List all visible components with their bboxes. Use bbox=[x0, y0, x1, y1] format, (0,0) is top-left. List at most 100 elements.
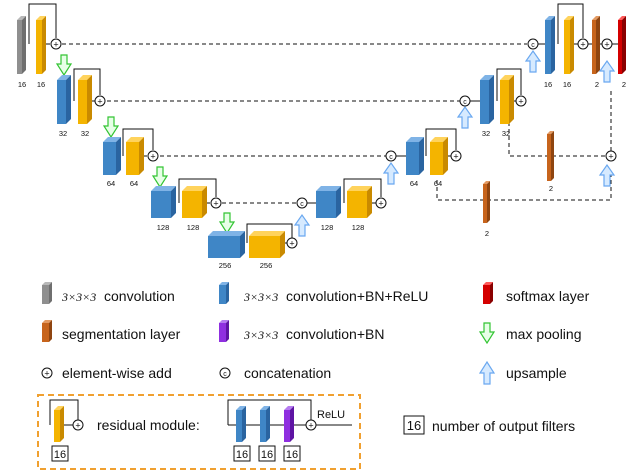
filter-label: 64 bbox=[410, 179, 418, 188]
filter-label: 128 bbox=[352, 223, 365, 232]
filter-count-value: 16 bbox=[286, 449, 298, 461]
filter-label: 16 bbox=[544, 80, 552, 89]
add-op-icon: + bbox=[515, 95, 527, 107]
maxpool-arrow-icon bbox=[218, 212, 236, 235]
concat-op-icon: c bbox=[219, 367, 231, 379]
filter-label: 32 bbox=[482, 129, 490, 138]
upsample-arrow-icon bbox=[456, 105, 474, 129]
filter-label: 16 bbox=[563, 80, 571, 89]
add-op-icon: + bbox=[305, 419, 317, 431]
svg-text:+: + bbox=[289, 239, 294, 249]
decoder-level-1: c + + 16 16 2 2 bbox=[527, 3, 626, 89]
legend-concat: c concatenation bbox=[219, 365, 331, 381]
decoder-level-4: c + 128 128 bbox=[296, 178, 387, 232]
add-op-icon: + bbox=[577, 38, 589, 50]
legend: 3×3×3 convolution 3×3×3 convolution+BN+R… bbox=[37, 282, 590, 470]
blue-conv-block bbox=[103, 137, 121, 175]
skip-connections bbox=[62, 43, 612, 204]
yellow-conv-block bbox=[347, 186, 372, 218]
svg-text:+: + bbox=[580, 40, 585, 50]
filter-count-box bbox=[403, 415, 425, 435]
deep-sup-path-low bbox=[436, 172, 612, 201]
legend-purple-conv: 3×3×3 convolution+BN bbox=[219, 320, 384, 342]
add-op-icon: + bbox=[94, 95, 106, 107]
svg-text:c: c bbox=[223, 371, 227, 378]
svg-text:c: c bbox=[300, 201, 304, 208]
legend-text: convolution bbox=[104, 288, 175, 304]
filter-count-box bbox=[283, 445, 301, 462]
legend-text: convolution+BN+ReLU bbox=[286, 288, 428, 304]
maxpool-arrow-icon bbox=[102, 116, 120, 139]
maxpool-arrow-icon bbox=[478, 322, 496, 345]
maxpool-arrow-icon bbox=[55, 54, 73, 77]
bottleneck-level: + 256 256 bbox=[208, 223, 298, 270]
yellow-conv-block bbox=[564, 16, 574, 74]
encoder-level-4: + 128 128 bbox=[151, 178, 222, 232]
add-op-icon: + bbox=[450, 150, 462, 162]
add-op-icon: + bbox=[601, 38, 613, 50]
svg-text:+: + bbox=[44, 369, 49, 379]
filter-label: 256 bbox=[219, 261, 232, 270]
maxpool-arrow-icon bbox=[151, 166, 169, 189]
svg-text:+: + bbox=[97, 97, 102, 107]
svg-text:+: + bbox=[453, 152, 458, 162]
blue-conv-block bbox=[480, 75, 494, 124]
legend-add: + element-wise add bbox=[41, 365, 172, 381]
encoder-level-2: + 32 32 bbox=[57, 68, 106, 138]
legend-text: segmentation layer bbox=[62, 326, 181, 342]
filter-label: 32 bbox=[81, 129, 89, 138]
svg-text:+: + bbox=[378, 199, 383, 209]
filter-count-box bbox=[258, 445, 276, 462]
yellow-conv-block bbox=[36, 16, 46, 74]
encoder-level-1: + 16 16 bbox=[17, 3, 62, 89]
deep-sup-path-mid bbox=[508, 122, 607, 157]
deep-supervision: 2 + 2 bbox=[483, 88, 617, 238]
filter-label: 32 bbox=[59, 129, 67, 138]
residual-skip-line bbox=[28, 3, 57, 44]
filter-count-value: 16 bbox=[54, 449, 66, 461]
yellow-conv-block bbox=[249, 231, 285, 258]
legend-text: max pooling bbox=[506, 326, 582, 342]
legend-text: element-wise add bbox=[62, 365, 172, 381]
filter-count-value: 16 bbox=[236, 449, 248, 461]
legend-seg: segmentation layer bbox=[42, 320, 181, 342]
upsample-arrow-icon bbox=[598, 59, 616, 83]
svg-text:+: + bbox=[604, 40, 609, 50]
blue-conv-block bbox=[406, 137, 424, 175]
filter-label: 2 bbox=[595, 80, 599, 89]
encoder-level-3: + 64 64 bbox=[103, 128, 159, 188]
orange-seg-block bbox=[547, 131, 554, 181]
add-op-icon: + bbox=[50, 38, 62, 50]
concat-op-icon: c bbox=[527, 38, 539, 50]
add-op-icon: + bbox=[286, 237, 298, 249]
blue-conv-block bbox=[57, 75, 71, 124]
filter-count-value: 16 bbox=[407, 418, 421, 433]
filter-label: 64 bbox=[107, 179, 115, 188]
legend-text: concatenation bbox=[244, 365, 331, 381]
add-op-icon: + bbox=[210, 197, 222, 209]
legend-text: number of output filters bbox=[432, 418, 575, 434]
svg-text:+: + bbox=[213, 199, 218, 209]
upsample-arrow-icon bbox=[382, 161, 400, 185]
filter-label: 128 bbox=[321, 223, 334, 232]
filter-label: 2 bbox=[549, 184, 553, 193]
svg-text:c: c bbox=[531, 42, 535, 49]
gray-conv-block bbox=[17, 16, 26, 74]
add-op-icon: + bbox=[41, 367, 53, 379]
concat-op-icon: c bbox=[296, 197, 308, 209]
add-op-icon: + bbox=[605, 150, 617, 162]
add-op-icon: + bbox=[147, 150, 159, 162]
filter-label: 16 bbox=[18, 80, 26, 89]
orange-seg-block bbox=[592, 16, 600, 74]
concat-op-icon: c bbox=[385, 150, 397, 162]
residual-dashed-box bbox=[37, 394, 361, 470]
svg-text:c: c bbox=[389, 154, 393, 161]
filter-label: 64 bbox=[130, 179, 138, 188]
filter-count-box bbox=[233, 445, 251, 462]
add-op-icon: + bbox=[375, 197, 387, 209]
blue-conv-block bbox=[260, 406, 270, 442]
residual-label: residual module: bbox=[97, 417, 200, 433]
legend-filter-count: 16 number of output filters bbox=[403, 415, 575, 435]
